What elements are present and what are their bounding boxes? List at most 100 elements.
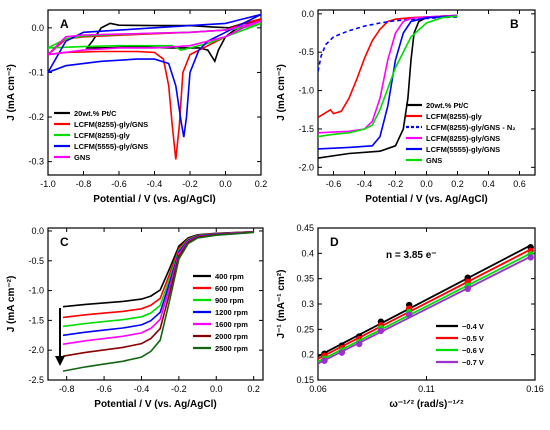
fit-line (318, 255, 532, 365)
data-point (464, 285, 471, 292)
x-tick-label: -0.4 (147, 179, 163, 189)
legend-label: LCFM(8255)-gly/GNS - N₂ (426, 123, 516, 132)
x-axis-label: Potential / V (vs. Ag/AgCl) (93, 194, 215, 205)
legend-label: 20wt.% Pt/C (74, 109, 117, 118)
x-tick-label: 0.16 (526, 384, 544, 394)
series-group (62, 230, 254, 372)
panel-letter: D (330, 235, 339, 249)
y-tick-label: -0.1 (28, 67, 44, 77)
legend-label: GNS (74, 153, 90, 162)
x-tick-label: 0.11 (418, 384, 435, 394)
legend-label: 400 rpm (215, 272, 244, 281)
fit-line (318, 252, 532, 363)
series-group (48, 13, 261, 160)
rde-curve (62, 231, 254, 372)
y-tick-label: 0.3 (301, 299, 314, 309)
x-tick-label: 0.2 (247, 384, 260, 394)
data-point (527, 254, 534, 261)
x-tick-label: -0.8 (59, 384, 75, 394)
x-tick-label: 0.0 (210, 384, 223, 394)
legend-label: −0.7 V (462, 358, 484, 367)
y-tick-label: -0.5 (28, 256, 44, 266)
panel-D: 0.06 0.11 0.16 0.15 0.2 0.25 0.3 0.35 0.4 0.45 ω⁻¹… (276, 223, 544, 410)
y-tick-label: 0.0 (31, 226, 44, 236)
cv-curve (48, 13, 261, 138)
x-tick-label: 0.06 (309, 384, 327, 394)
y-tick-label: -1.5 (298, 124, 314, 134)
electron-count-annotation: n = 3.85 e⁻ (386, 250, 437, 261)
lsv-curve (318, 15, 458, 138)
x-tick-label: -0.4 (134, 384, 150, 394)
y-tick-label: 0.25 (296, 324, 314, 334)
panel-B: -0.6 -0.4 -0.2 0.0 0.2 0.4 0.6 0.0 -0.5 -1.0 -1.5 -… (276, 9, 536, 205)
y-axis-label: J (mA cm⁻²) (6, 64, 17, 121)
y-tick-label: -0.2 (28, 112, 44, 122)
legend-label: GNS (426, 156, 442, 165)
y-tick-label: -1.0 (28, 286, 44, 296)
data-point (405, 311, 413, 318)
x-tick-label: 0.6 (513, 179, 526, 189)
data-point (321, 357, 328, 364)
lsv-curve (318, 16, 458, 72)
x-axis-label: ω⁻¹ᐟ² (rad/s)⁻¹ᐟ² (389, 399, 464, 410)
lsv-curve (318, 15, 458, 150)
legend-label: 2500 rpm (215, 344, 248, 353)
legend-label: −0.4 V (462, 322, 484, 331)
y-tick-label: -1.0 (298, 86, 314, 96)
y-tick-label: 0.15 (296, 375, 314, 385)
x-tick-label: 0.0 (219, 179, 232, 189)
y-tick-label: -0.5 (298, 47, 314, 57)
legend-label: LCFM(8255)-gly/GNS (74, 120, 148, 129)
y-axis-label: J⁻¹ (mA⁻¹ cm²) (276, 270, 287, 339)
legend-label: LCFM(5555)-gly/GNS (426, 145, 500, 154)
y-tick-label: 0.2 (301, 350, 314, 360)
y-tick-label: 0.0 (31, 23, 44, 33)
fit-line (318, 248, 532, 360)
y-tick-label: -2.5 (28, 375, 44, 385)
legend-label: LCFM(5555)-gly/GNS (74, 142, 148, 151)
x-tick-label: 0.4 (482, 179, 495, 189)
y-tick-label: -2.0 (28, 345, 44, 355)
x-tick-label: -1.0 (40, 179, 56, 189)
x-tick-label: -0.2 (388, 179, 404, 189)
x-tick-label: -0.6 (96, 384, 112, 394)
legend-label: LCFM(8255)-gly/GNS (426, 134, 500, 143)
legend-label: 900 rpm (215, 296, 244, 305)
x-axis-label: Potential / V (vs. Ag/AgCl) (94, 399, 216, 410)
fit-line (318, 244, 532, 358)
y-axis-label: J (mA cm⁻²) (6, 276, 17, 333)
x-tick-label: -0.2 (182, 179, 198, 189)
y-tick-label: -0.3 (28, 157, 44, 167)
x-tick-label: 0.0 (420, 179, 433, 189)
x-tick-label: -0.6 (326, 179, 342, 189)
legend-label: 20wt.% Pt/C (426, 101, 469, 110)
y-tick-label: 0.0 (301, 9, 314, 19)
y-tick-label: 0.4 (301, 248, 314, 258)
panel-C: -0.8 -0.6 -0.4 -0.2 0.0 0.2 0.0 -0.5 -1.0 -1.5 -2.… (6, 226, 264, 410)
x-tick-label: -0.8 (76, 179, 92, 189)
legend-label: 600 rpm (215, 284, 244, 293)
series-group (318, 14, 458, 159)
x-tick-label: -0.4 (357, 179, 373, 189)
x-tick-label: -0.2 (171, 384, 187, 394)
rotation-arrow-head (55, 356, 65, 366)
legend-label: 2000 rpm (215, 332, 248, 341)
legend-label: −0.6 V (462, 346, 484, 355)
y-tick-label: 0.35 (296, 274, 314, 284)
y-tick-label: -1.5 (28, 315, 44, 325)
data-point (338, 349, 346, 356)
plot-frame (47, 227, 264, 381)
panel-A: -1.0 -0.8 -0.6 -0.4 -0.2 0.0 0.2 0.0 -0.1 -0.2 -0.… (6, 9, 268, 205)
series-group (318, 244, 534, 365)
x-tick-label: 0.2 (255, 179, 268, 189)
legend-label: LCFM(8255)-gly (74, 131, 131, 140)
y-axis-label: J (mA cm⁻²) (276, 64, 287, 121)
legend-label: 1200 rpm (215, 308, 248, 317)
cv-curve (48, 20, 261, 56)
legend-label: 1600 rpm (215, 320, 248, 329)
panel-letter: A (60, 17, 69, 31)
x-tick-label: 0.2 (451, 179, 464, 189)
lsv-curve (318, 15, 458, 119)
legend-label: −0.5 V (462, 334, 484, 343)
